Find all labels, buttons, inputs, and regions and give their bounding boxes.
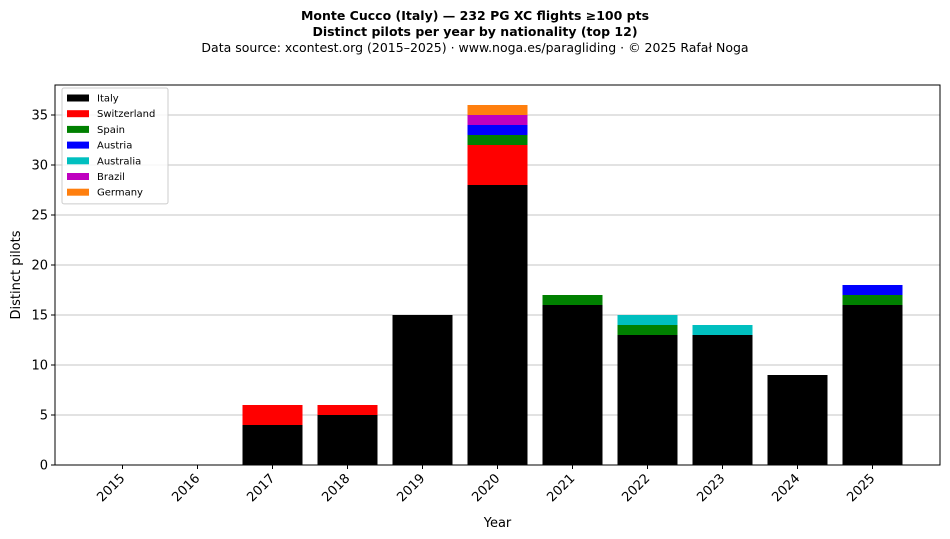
bar-segment (317, 415, 378, 465)
bar-segment (842, 305, 903, 465)
chart-titles: Monte Cucco (Italy) — 232 PG XC flights … (0, 8, 950, 56)
bar-segment (467, 105, 528, 115)
bar-segment (467, 145, 528, 185)
legend-swatch (67, 94, 89, 102)
y-axis-label: Distinct pilots (9, 230, 24, 319)
bar-segment (542, 305, 603, 465)
bar-segment (542, 295, 603, 305)
bar-segment (467, 115, 528, 125)
x-tick-label: 2021 (544, 471, 578, 505)
bar-segment (842, 285, 903, 295)
legend-swatch (67, 188, 89, 196)
x-tick-label: 2015 (94, 471, 128, 505)
x-tick-label: 2025 (844, 471, 878, 505)
y-tick-label: 30 (31, 159, 48, 174)
x-tick-label: 2019 (394, 471, 428, 505)
y-tick-label: 10 (31, 359, 48, 374)
legend-label: Spain (97, 125, 125, 136)
chart-source-note: Data source: xcontest.org (2015–2025) · … (201, 40, 749, 55)
chart-subtitle: Distinct pilots per year by nationality … (312, 24, 638, 39)
bar-segment (692, 335, 753, 465)
bar-segment (617, 315, 678, 325)
y-tick-label: 15 (31, 309, 48, 324)
bar-segment (767, 375, 828, 465)
y-tick-label: 0 (40, 459, 48, 474)
x-tick-label: 2024 (769, 471, 803, 505)
x-tick-label: 2020 (469, 471, 503, 505)
legend-label: Germany (97, 188, 143, 199)
legend-label: Austria (97, 141, 132, 152)
y-tick-label: 25 (31, 209, 48, 224)
x-axis-label: Year (483, 516, 512, 531)
legend-swatch (67, 125, 89, 133)
bar-segment (242, 425, 303, 465)
legend-label: Brazil (97, 172, 125, 183)
bar-segment (467, 135, 528, 145)
bar-segment (692, 325, 753, 335)
y-tick-label: 20 (31, 259, 48, 274)
legend-label: Switzerland (97, 109, 155, 120)
legend-label: Italy (97, 94, 119, 105)
x-tick-label: 2016 (169, 471, 203, 505)
legend-swatch (67, 157, 89, 165)
y-tick-label: 5 (40, 409, 48, 424)
x-tick-label: 2022 (619, 471, 653, 505)
x-tick-label: 2017 (244, 471, 278, 505)
x-tick-label: 2023 (694, 471, 728, 505)
bar-segment (242, 405, 303, 425)
bar-segment (617, 335, 678, 465)
legend-swatch (67, 141, 89, 149)
bar-segment (392, 315, 453, 465)
bar-segment (317, 405, 378, 415)
legend-swatch (67, 173, 89, 180)
chart-title: Monte Cucco (Italy) — 232 PG XC flights … (300, 8, 650, 23)
bar-segment (842, 295, 903, 305)
bar-segment (467, 185, 528, 465)
y-tick-label: 35 (31, 109, 48, 124)
x-tick-label: 2018 (319, 471, 353, 505)
bar-segment (467, 125, 528, 135)
legend-swatch (67, 110, 89, 118)
legend-label: Australia (97, 156, 141, 167)
bar-segment (617, 325, 678, 335)
